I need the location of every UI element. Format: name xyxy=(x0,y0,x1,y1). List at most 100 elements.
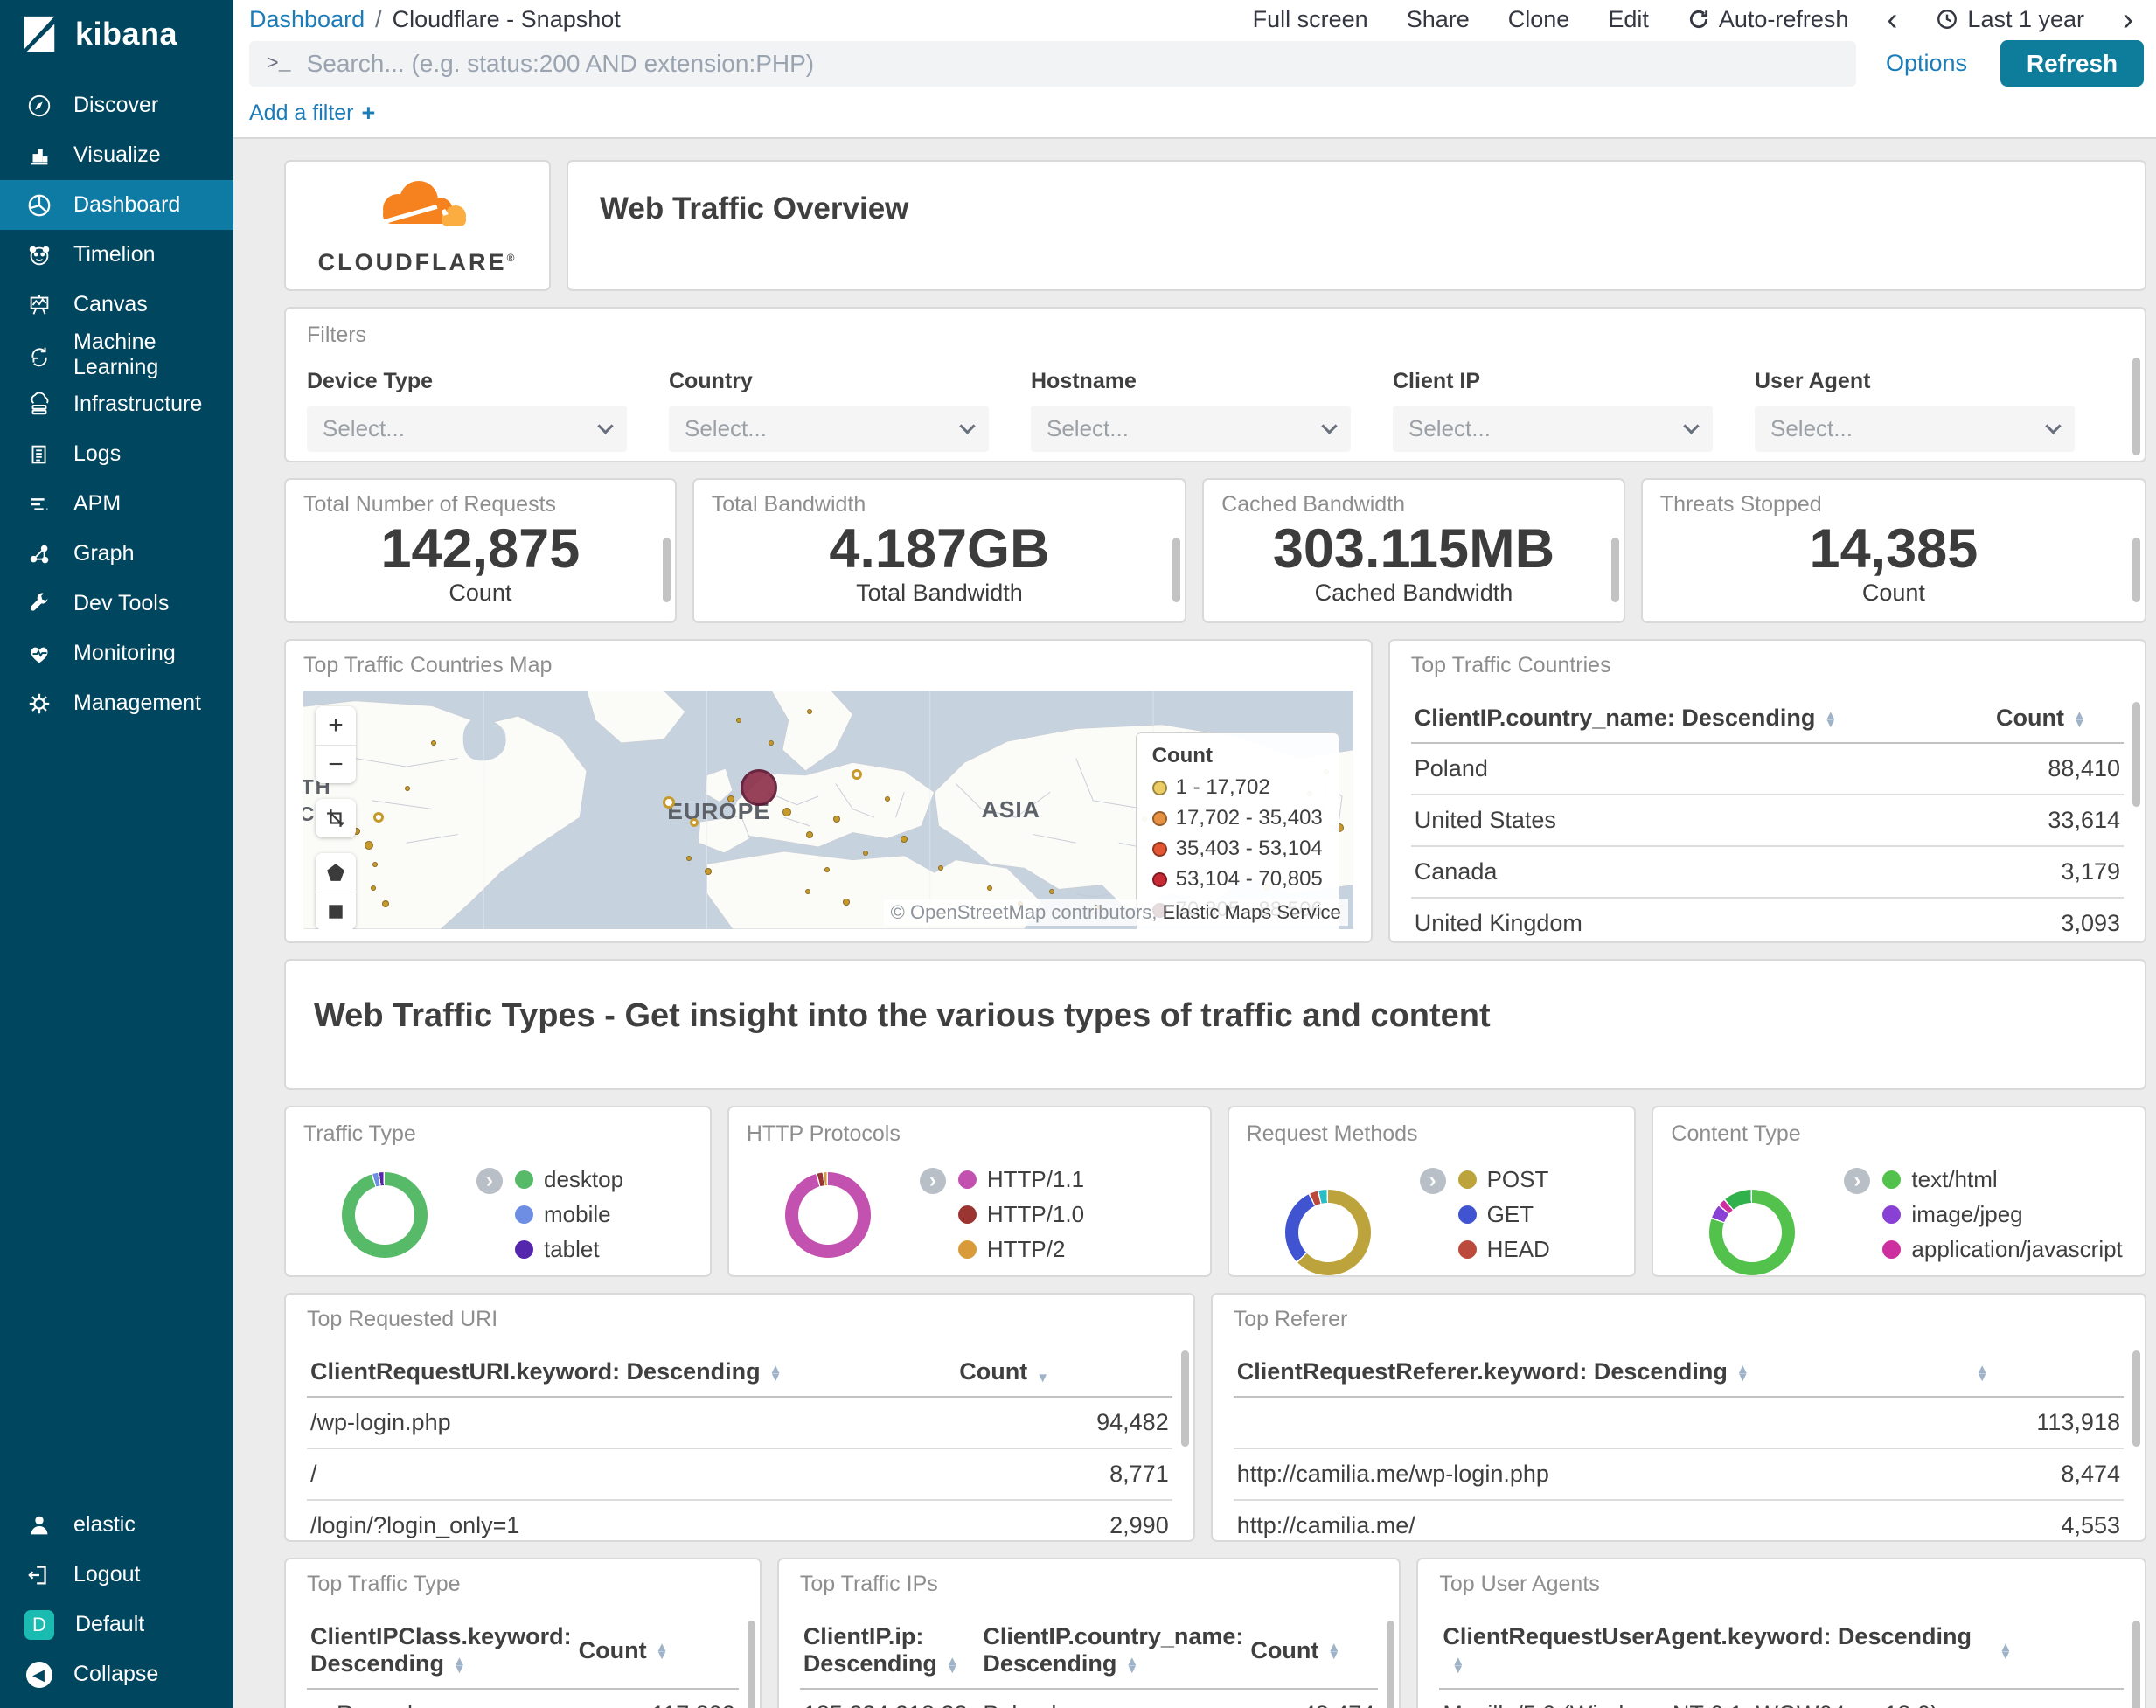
legend-expand-icon[interactable]: › xyxy=(1419,1168,1446,1194)
sidebar-item-logout[interactable]: Logout xyxy=(0,1550,233,1600)
share-button[interactable]: Share xyxy=(1406,5,1470,32)
column-header[interactable]: ClientRequestReferer.keyword: Descending… xyxy=(1233,1346,1964,1398)
legend-item[interactable]: mobile xyxy=(515,1201,623,1228)
legend-item[interactable]: DELETE xyxy=(1458,1271,1575,1275)
filter-select[interactable]: Select... xyxy=(1393,406,1713,452)
column-header[interactable]: Count▲▼ xyxy=(574,1611,739,1690)
panel-scrollbar[interactable] xyxy=(1180,1350,1189,1447)
legend-item[interactable]: application/javascript xyxy=(1882,1236,2123,1263)
filter-select[interactable]: Select... xyxy=(307,406,627,452)
sidebar-item-dashboard[interactable]: Dashboard xyxy=(0,180,233,230)
legend-item[interactable]: tablet xyxy=(515,1236,623,1263)
top-user-agents-table: ClientRequestUserAgent.keyword: Descendi… xyxy=(1439,1611,2124,1708)
map-zoom-out-button[interactable]: − xyxy=(316,745,356,783)
column-header[interactable]: ▲ ▼ xyxy=(1986,1611,2124,1690)
search-box[interactable]: >_ xyxy=(249,40,1856,87)
map-draw-rectangle-button[interactable] xyxy=(316,892,356,929)
sort-icon: ▲▼ xyxy=(769,1361,782,1385)
add-filter-link[interactable]: Add a filter xyxy=(249,100,354,125)
sidebar-item-discover[interactable]: Discover xyxy=(0,80,233,130)
sidebar-item-timelion[interactable]: Timelion xyxy=(0,230,233,280)
column-header[interactable]: ClientRequestUserAgent.keyword: Descendi… xyxy=(1439,1611,1987,1690)
panel-scrollbar[interactable] xyxy=(747,1621,755,1708)
plus-icon[interactable]: + xyxy=(361,99,376,126)
sidebar-item-dev-tools[interactable]: Dev Tools xyxy=(0,579,233,628)
legend-item[interactable]: HTTP/2 xyxy=(957,1236,1084,1263)
legend-item[interactable]: POST xyxy=(1457,1166,1575,1193)
legend-expand-icon[interactable]: › xyxy=(919,1168,946,1194)
kibana-logo[interactable]: kibana xyxy=(0,0,233,63)
legend-item[interactable]: GET xyxy=(1457,1201,1575,1228)
column-header[interactable]: ▲ ▼ xyxy=(1963,1346,2124,1398)
pie-chart[interactable] xyxy=(1709,1189,1796,1275)
sidebar-item-machine-learning[interactable]: Machine Learning xyxy=(0,330,233,379)
sidebar-item-space-default[interactable]: D Default xyxy=(0,1600,233,1649)
clone-button[interactable]: Clone xyxy=(1507,5,1570,32)
legend-item[interactable]: text/html xyxy=(1882,1166,2122,1193)
legend-item[interactable]: HEAD xyxy=(1457,1236,1575,1263)
pie-chart[interactable] xyxy=(784,1171,871,1258)
column-header[interactable]: ClientIP.country_name: Descending ▲ ▼ xyxy=(1410,692,1993,744)
map-draw-controls xyxy=(316,853,356,929)
sidebar-item-user[interactable]: elastic xyxy=(0,1500,233,1550)
time-forward-button[interactable]: › xyxy=(2123,1,2133,37)
time-picker-button[interactable]: Last 1 year xyxy=(1936,6,2084,33)
options-link[interactable]: Options xyxy=(1885,50,1967,76)
osm-attribution[interactable]: © OpenStreetMap contributors, xyxy=(890,901,1158,923)
sidebar-item-graph[interactable]: Graph xyxy=(0,529,233,579)
column-header[interactable]: ClientRequestURI.keyword: Descending ▲ ▼ xyxy=(307,1346,956,1398)
sidebar-item-visualize[interactable]: Visualize xyxy=(0,130,233,180)
time-back-button[interactable]: ‹ xyxy=(1887,1,1898,37)
map-bubble xyxy=(735,717,741,723)
pie-chart[interactable] xyxy=(1284,1189,1371,1275)
auto-refresh-button[interactable]: Auto-refresh xyxy=(1687,5,1849,33)
sidebar-item-management[interactable]: Management xyxy=(0,678,233,728)
sidebar-item-collapse[interactable]: ◀ Collapse xyxy=(0,1649,233,1699)
panel-scrollbar[interactable] xyxy=(2132,538,2140,602)
auto-refresh-label: Auto-refresh xyxy=(1718,5,1849,32)
search-input[interactable] xyxy=(306,49,1839,78)
panel-scrollbar[interactable] xyxy=(2132,358,2140,455)
column-header[interactable]: Count▲▼ xyxy=(1992,692,2124,744)
column-header[interactable]: ClientIP.country_name: Descending ▲ ▼ xyxy=(979,1611,1248,1690)
legend-item[interactable]: HTTP/1.0 xyxy=(957,1201,1084,1228)
sidebar-item-monitoring[interactable]: Monitoring xyxy=(0,628,233,678)
ems-attribution[interactable]: Elastic Maps Service xyxy=(1162,901,1341,923)
metric-value: 14,385 xyxy=(1809,517,1979,580)
panel-scrollbar[interactable] xyxy=(2132,1350,2140,1447)
panel-scrollbar[interactable] xyxy=(2132,702,2140,807)
world-map[interactable]: NORTH AMERICA EUROPE ASIA + − xyxy=(303,691,1353,929)
map-draw-polygon-button[interactable] xyxy=(316,853,356,892)
legend-expand-icon[interactable]: › xyxy=(1844,1168,1871,1194)
legend-item[interactable]: HTTP/1.1 xyxy=(957,1166,1084,1193)
column-header[interactable]: Count▲▼ xyxy=(956,1346,1172,1398)
pie-chart[interactable] xyxy=(342,1171,428,1258)
filter-select[interactable]: Select... xyxy=(1031,406,1351,452)
legend-item[interactable]: desktop xyxy=(515,1166,623,1193)
legend-item[interactable]: image/jpeg xyxy=(1882,1201,2122,1228)
panel-scrollbar[interactable] xyxy=(1387,1621,1395,1708)
breadcrumb-dashboard-link[interactable]: Dashboard xyxy=(249,5,365,32)
legend-entry: 35,403 - 53,104 xyxy=(1151,837,1323,861)
panel-scrollbar[interactable] xyxy=(1172,538,1181,602)
edit-button[interactable]: Edit xyxy=(1608,5,1649,32)
column-header[interactable]: ClientIPClass.keyword: Descending ▲ ▼ xyxy=(307,1611,575,1690)
sidebar-item-canvas[interactable]: Canvas xyxy=(0,280,233,330)
sidebar-item-infrastructure[interactable]: Infrastructure xyxy=(0,379,233,429)
column-header[interactable]: ClientIP.ip: Descending ▲ ▼ xyxy=(799,1611,980,1690)
fullscreen-button[interactable]: Full screen xyxy=(1252,5,1368,32)
filter-select[interactable]: Select... xyxy=(669,406,989,452)
legend-item[interactable]: text/css xyxy=(1882,1271,2122,1275)
panel-scrollbar[interactable] xyxy=(662,538,671,602)
legend-expand-icon[interactable]: › xyxy=(476,1168,503,1194)
panel-scrollbar[interactable] xyxy=(1610,538,1619,602)
filter-select[interactable]: Select... xyxy=(1755,406,2075,452)
sidebar-item-apm[interactable]: APM xyxy=(0,479,233,529)
map-zoom-in-button[interactable]: + xyxy=(316,706,356,745)
map-fit-bounds-button[interactable] xyxy=(316,799,356,837)
panel-scrollbar[interactable] xyxy=(2132,1621,2140,1708)
sidebar-item-logs[interactable]: Logs xyxy=(0,429,233,479)
refresh-button[interactable]: Refresh xyxy=(2000,40,2144,87)
sort-icon: ▲▼ xyxy=(1999,1640,2013,1663)
column-header[interactable]: Count▲▼ xyxy=(1247,1611,1379,1690)
